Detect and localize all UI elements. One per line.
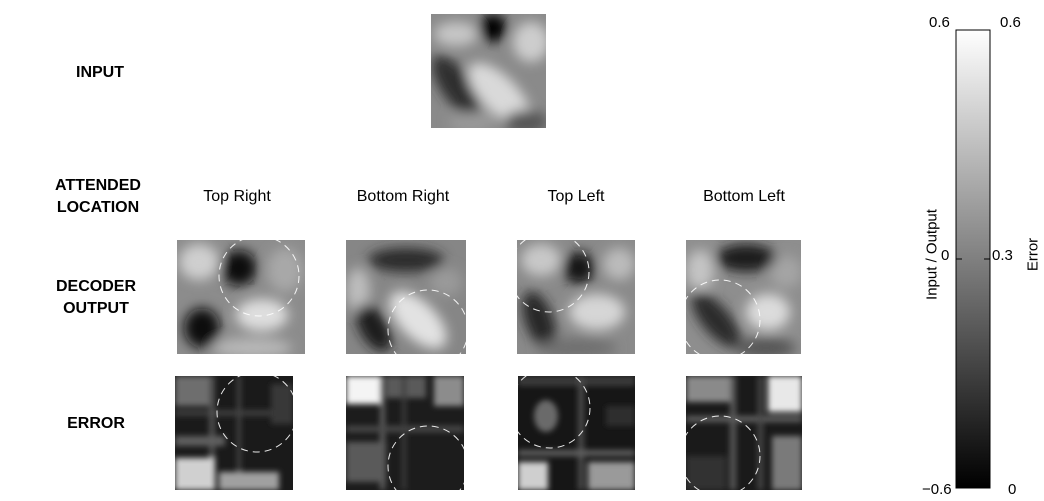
colorbar-left-tick-top: 0.6 <box>929 14 950 31</box>
error-map-top-right <box>175 376 293 490</box>
error-map-top-left <box>518 376 635 490</box>
input-image <box>431 14 546 128</box>
colorbar-label-input-output: Input / Output <box>923 209 941 300</box>
colorbar-right-tick-bottom: 0 <box>1008 481 1017 498</box>
colorbar-left-tick-mid: 0 <box>941 247 950 264</box>
row-label-attended-location: ATTENDED LOCATION <box>0 175 198 219</box>
error-map-bottom-left <box>686 376 802 490</box>
row-label-decoder-line2: OUTPUT <box>63 300 129 317</box>
decoder-output-bottom-left <box>686 240 801 354</box>
row-label-attended-line1: ATTENDED <box>55 177 141 194</box>
decoder-output-bottom-right <box>346 240 466 354</box>
column-label-bottom-left: Bottom Left <box>703 188 785 205</box>
colorbar-label-error: Error <box>1024 237 1042 272</box>
row-label-decoder-output: DECODER OUTPUT <box>0 276 196 320</box>
row-label-error: ERROR <box>67 415 125 432</box>
row-label-attended-line2: LOCATION <box>56 199 140 216</box>
row-label-input: INPUT <box>76 64 124 81</box>
colorbar-left-tick-bottom: −0.6 <box>922 481 952 498</box>
column-label-bottom-right: Bottom Right <box>356 188 450 205</box>
decoder-output-top-left <box>517 240 635 354</box>
row-label-decoder-line1: DECODER <box>55 278 136 295</box>
column-label-top-right: Top Right <box>203 188 271 205</box>
column-label-top-left: Top Left <box>547 188 605 205</box>
colorbar <box>955 29 991 489</box>
error-map-bottom-right <box>346 376 464 490</box>
colorbar-right-tick-top: 0.6 <box>1000 14 1021 31</box>
decoder-output-top-right <box>177 240 305 354</box>
colorbar-right-tick-mid: 0.3 <box>992 247 1013 264</box>
